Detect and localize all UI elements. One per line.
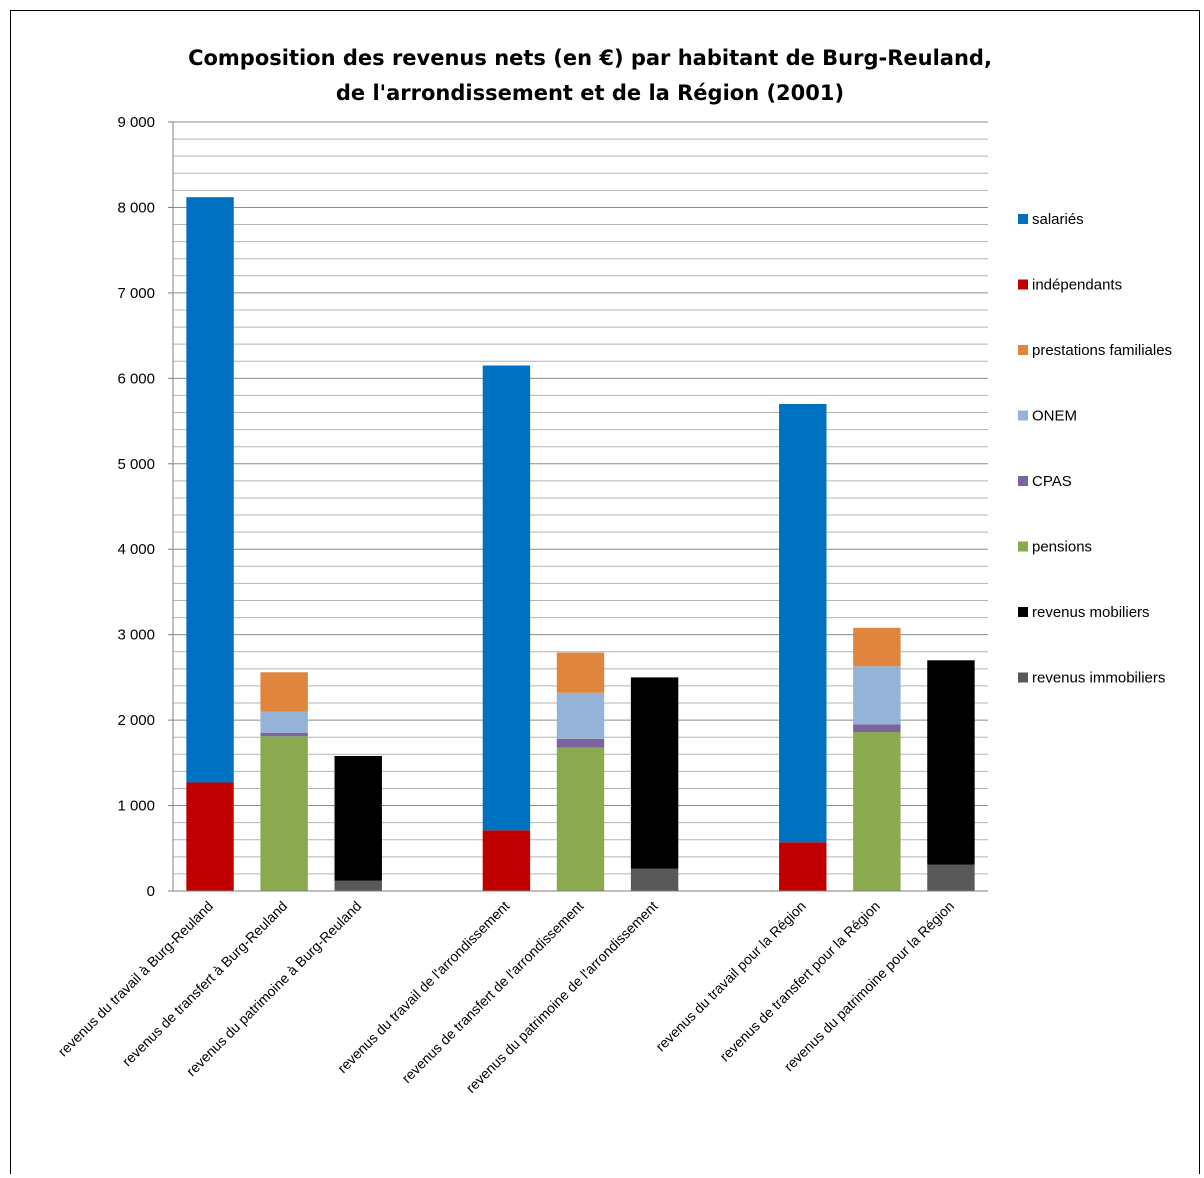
bar-segment bbox=[630, 868, 679, 891]
bar-segment bbox=[853, 732, 901, 891]
legend-swatch bbox=[1018, 214, 1028, 224]
bar-segment bbox=[260, 736, 308, 891]
chart-title: Composition des revenus nets (en €) par … bbox=[188, 46, 992, 105]
y-tick-label: 2 000 bbox=[117, 712, 155, 729]
legend-label: prestations familiales bbox=[1032, 342, 1172, 359]
x-category-label: revenus de transfert à Burg-Reuland bbox=[119, 898, 290, 1069]
y-tick-label: 9 000 bbox=[117, 114, 155, 131]
legend-swatch bbox=[1018, 279, 1028, 290]
legend-label: CPAS bbox=[1032, 473, 1072, 490]
bar-segment bbox=[630, 677, 679, 869]
legend-swatch bbox=[1018, 541, 1028, 552]
bar-segment bbox=[334, 880, 382, 891]
bar-segment bbox=[260, 672, 308, 712]
y-tick-label: 8 000 bbox=[117, 199, 155, 216]
bar-segment bbox=[779, 403, 827, 843]
bar-segment bbox=[482, 365, 531, 831]
bar-segment bbox=[853, 627, 901, 667]
chart-frame: Composition des revenus nets (en €) par … bbox=[10, 10, 1200, 1174]
legend-label: ONEM bbox=[1032, 408, 1077, 425]
y-tick-label: 4 000 bbox=[117, 541, 155, 558]
x-category-label: revenus du patrimoine pour la Région bbox=[781, 898, 957, 1074]
bars bbox=[186, 197, 975, 891]
y-tick-label: 3 000 bbox=[117, 627, 155, 644]
legend-swatch bbox=[1018, 345, 1028, 355]
legend-swatch bbox=[1018, 672, 1028, 683]
legend-label: salariés bbox=[1032, 211, 1084, 228]
x-category-label: revenus du travail pour la Région bbox=[652, 898, 809, 1055]
bar-segment bbox=[260, 711, 308, 733]
bar-segment bbox=[853, 666, 901, 725]
bar-segment bbox=[779, 842, 827, 891]
y-tick-label: 5 000 bbox=[117, 456, 155, 473]
axes bbox=[172, 122, 988, 892]
y-tick-label: 7 000 bbox=[117, 285, 155, 302]
y-tick-label: 0 bbox=[147, 883, 155, 900]
chart-title-line: Composition des revenus nets (en €) par … bbox=[188, 46, 992, 70]
legend-label: revenus immobiliers bbox=[1032, 670, 1165, 687]
stacked-bar-chart: Composition des revenus nets (en €) par … bbox=[55, 46, 1172, 1096]
y-axis-ticks: 0 1 000 2 000 3 000 4 000 5 000 6 000 7 000 8 00… bbox=[117, 114, 173, 900]
legend-swatch bbox=[1018, 410, 1028, 421]
legend-label: pensions bbox=[1032, 539, 1092, 556]
bar-segment bbox=[334, 755, 382, 881]
bar-segment bbox=[186, 197, 234, 783]
bar-segment bbox=[556, 747, 605, 891]
bar-segment bbox=[260, 732, 308, 737]
bar-segment bbox=[556, 692, 605, 739]
legend-label: indépendants bbox=[1032, 277, 1122, 294]
bar-segment bbox=[927, 864, 975, 891]
x-axis-labels: revenus du travail à Burg-Reulandrevenus… bbox=[55, 898, 957, 1096]
bar-segment bbox=[556, 738, 605, 748]
bar-segment bbox=[482, 830, 531, 891]
y-tick-label: 1 000 bbox=[117, 798, 155, 815]
x-category-label: revenus du travail à Burg-Reuland bbox=[55, 898, 217, 1060]
bar-segment bbox=[186, 782, 234, 891]
bar-segment bbox=[927, 660, 975, 865]
x-category-label: revenus de transfert pour la Région bbox=[716, 898, 883, 1065]
bar-segment bbox=[853, 724, 901, 733]
legend: salariés indépendants prestations familial… bbox=[1018, 211, 1172, 687]
legend-swatch bbox=[1018, 476, 1028, 486]
legend-swatch bbox=[1018, 607, 1028, 617]
y-tick-label: 6 000 bbox=[117, 370, 155, 387]
chart-title-line: de l'arrondissement et de la Région (200… bbox=[336, 81, 844, 105]
legend-label: revenus mobiliers bbox=[1032, 604, 1150, 621]
bar-segment bbox=[556, 652, 605, 693]
